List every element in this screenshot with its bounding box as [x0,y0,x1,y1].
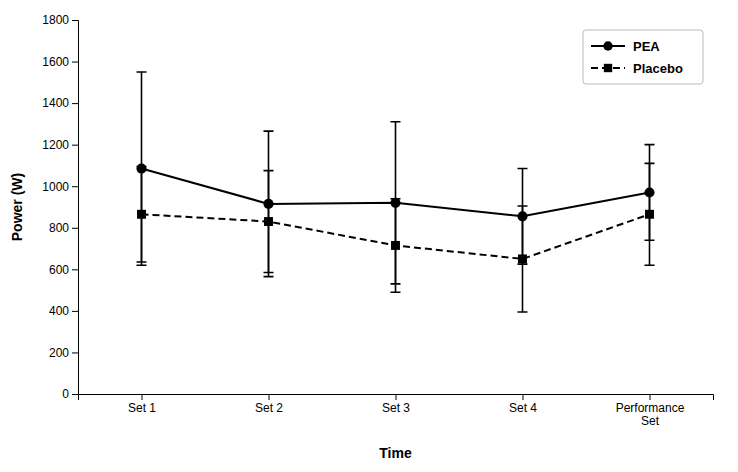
x-tick-mark [269,394,270,400]
y-tick: 600 [49,263,78,277]
x-tick: Set 3 [382,394,410,415]
legend: PEA Placebo [583,30,703,84]
x-tick: Set 1 [128,394,156,415]
x-tick-mark [396,394,397,400]
point [518,254,527,263]
point [391,241,400,250]
y-tick-label: 600 [49,263,69,277]
error-bar [645,163,655,265]
y-tick-label: 1400 [42,96,69,110]
point [645,210,654,219]
y-tick: 0 [62,387,78,401]
x-tick-label: Set 3 [382,401,410,415]
point [264,217,273,226]
x-axis-line [79,395,714,401]
y-tick-mark [72,62,78,63]
legend-marker [604,64,612,72]
y-tick-label: 1800 [42,13,69,27]
x-tick-label: Set 4 [509,401,537,415]
data-area [136,72,654,312]
y-tick-label: 1600 [42,55,69,69]
x-tick-mark [523,394,524,400]
legend-label: Placebo [633,61,683,76]
y-tick-mark [72,311,78,312]
error-bar [391,199,401,293]
y-tick-mark [72,228,78,229]
x-tick: Set 2 [255,394,283,415]
x-tick: Set 4 [509,394,537,415]
y-tick-mark [72,394,78,395]
error-bar [264,131,274,276]
legend-item: PEA [591,39,660,54]
y-tick-label: 800 [49,221,69,235]
y-axis-line [72,21,79,395]
y-axis-title: Power (W) [9,173,25,241]
y-tick-label: 200 [49,346,69,360]
plot: 020040060080010001200140016001800Set 1Se… [42,13,713,428]
x-tick-label: Set 1 [128,401,156,415]
point [137,210,146,219]
y-tick: 1400 [42,96,78,110]
legend-marker [603,41,612,50]
error-bar [264,171,274,273]
y-tick: 400 [49,304,78,318]
x-axis-title: Time [379,445,412,461]
legend-frame [583,30,703,84]
y-tick: 200 [49,346,78,360]
x-tick-label: Set 2 [255,401,283,415]
y-tick-mark [72,269,78,270]
y-tick: 1000 [42,180,78,194]
y-axis: 0 200 400 600 800 1000 1200 1400 1600 1800 [42,13,78,401]
error-bar [137,166,147,262]
y-tick: 1200 [42,138,78,152]
y-tick: 1600 [42,55,78,69]
y-tick: 1800 [42,13,78,27]
series [137,163,655,312]
error-bar [137,72,147,265]
y-tick-label: 400 [49,304,69,318]
x-tick-mark [142,394,143,400]
legend-label: PEA [633,39,660,54]
x-tick: PerformanceSet [616,394,685,428]
y-tick: 800 [49,221,78,235]
y-tick-label: 0 [62,387,69,401]
error-bar [518,206,528,312]
y-tick-label: 1200 [42,138,69,152]
y-tick-mark [72,20,78,21]
x-tick-label: PerformanceSet [616,401,685,429]
x-axis: Set 1 Set 2 Set 3 Set 4 PerformanceSet [79,394,714,428]
y-tick-mark [72,145,78,146]
x-tick-mark [650,394,651,400]
chart: 020040060080010001200140016001800Set 1Se… [0,0,738,472]
legend-item: Placebo [591,61,683,76]
y-tick-mark [72,103,78,104]
y-tick-mark [72,186,78,187]
y-tick-mark [72,352,78,353]
y-tick-label: 1000 [42,180,69,194]
